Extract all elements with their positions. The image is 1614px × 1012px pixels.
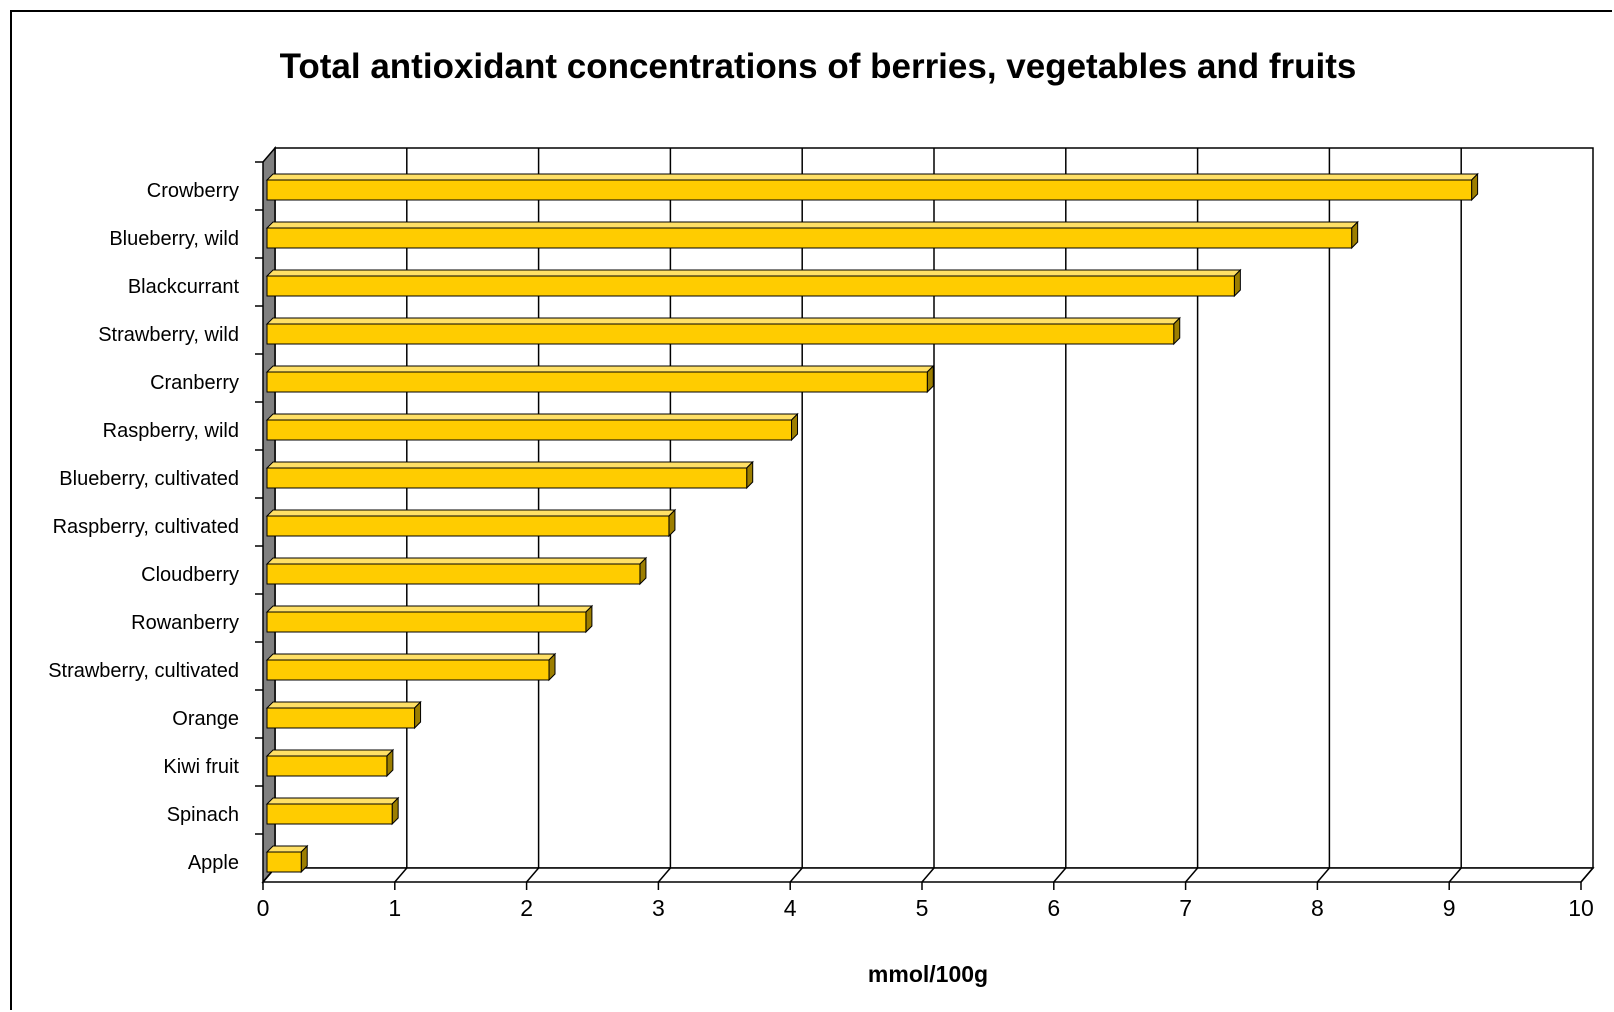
- bar: [265, 700, 422, 730]
- category-label: Strawberry, cultivated: [48, 660, 239, 682]
- category-label: Spinach: [167, 804, 239, 826]
- bar-top-face: [265, 221, 1359, 229]
- category-label: Orange: [172, 708, 239, 730]
- bar-front-face: [266, 563, 641, 585]
- bar-top-face: [265, 557, 648, 565]
- x-tick-label: 3: [652, 895, 665, 921]
- bar-front-face: [266, 371, 928, 393]
- bar-top-face: [265, 797, 400, 805]
- bar: [265, 652, 557, 682]
- x-tick-label: 6: [1047, 895, 1060, 921]
- floor-gridline: [921, 867, 935, 883]
- bar-top-face: [265, 749, 395, 757]
- bar: [265, 460, 754, 490]
- x-tick-label: 0: [257, 895, 270, 921]
- grid-lines: [262, 148, 1594, 883]
- bar: [265, 364, 935, 394]
- floor-gridline: [526, 867, 540, 883]
- x-axis-ticks: 0 1 2 3 4 5 6 7 8 9 10: [257, 882, 1594, 921]
- bar-top-face: [265, 653, 557, 661]
- bar-front-face: [266, 851, 302, 873]
- bar-front-face: [266, 611, 587, 633]
- category-labels: Crowberry Blueberry, wild Blackcurrant Stra…: [48, 161, 263, 874]
- category-label: Rowanberry: [131, 612, 239, 634]
- floor-gridline: [657, 867, 671, 883]
- category-label: Blueberry, wild: [109, 228, 239, 250]
- bar-front-face: [266, 515, 670, 537]
- category-label: Crowberry: [147, 180, 239, 202]
- bar-front-face: [266, 227, 1353, 249]
- chart-title: Total antioxidant concentrations of berr…: [280, 47, 1357, 86]
- bar: [265, 604, 594, 634]
- x-tick-label: 5: [916, 895, 929, 921]
- floor-gridline: [394, 867, 408, 883]
- bar: [265, 172, 1479, 202]
- floor-gridline: [1185, 867, 1199, 883]
- bar: [265, 220, 1359, 250]
- bar-top-face: [265, 173, 1479, 181]
- category-label: Kiwi fruit: [163, 756, 239, 778]
- x-axis-title: mmol/100g: [868, 961, 988, 987]
- category-label: Raspberry, wild: [103, 420, 239, 442]
- bar-top-face: [265, 509, 677, 517]
- category-label: Cranberry: [150, 372, 239, 394]
- floor-gridline: [1316, 867, 1330, 883]
- category-label: Cloudberry: [141, 564, 239, 586]
- bar: [265, 844, 309, 874]
- bar-front-face: [266, 467, 748, 489]
- bar-front-face: [266, 659, 550, 681]
- x-tick-label: 7: [1179, 895, 1192, 921]
- bar: [265, 748, 395, 778]
- chart-frame: [10, 10, 1612, 1010]
- x-tick-label: 8: [1311, 895, 1324, 921]
- bar-front-face: [266, 323, 1175, 345]
- bar: [265, 556, 648, 586]
- floor-gridline: [789, 867, 803, 883]
- bar-front-face: [266, 707, 416, 729]
- bar-top-face: [265, 413, 799, 421]
- category-label: Apple: [188, 852, 239, 874]
- x-tick-label: 1: [388, 895, 401, 921]
- x-tick-label: 9: [1443, 895, 1456, 921]
- bar-top-face: [265, 701, 422, 709]
- floor-gridline: [1448, 867, 1462, 883]
- bar: [265, 412, 799, 442]
- bar: [265, 268, 1242, 298]
- bar-top-face: [265, 845, 309, 853]
- bar-front-face: [266, 179, 1473, 201]
- bar-top-face: [265, 269, 1242, 277]
- bar: [265, 508, 677, 538]
- bars: [265, 172, 1479, 874]
- bar-front-face: [266, 755, 388, 777]
- category-label: Blueberry, cultivated: [59, 468, 239, 490]
- x-tick-label: 10: [1568, 895, 1594, 921]
- bar-front-face: [266, 803, 393, 825]
- bar: [265, 316, 1181, 346]
- bar: [265, 796, 400, 826]
- bar-front-face: [266, 275, 1235, 297]
- floor-gridline: [1053, 867, 1067, 883]
- x-tick-label: 2: [520, 895, 533, 921]
- floor-gridline: [1580, 867, 1594, 883]
- category-label: Raspberry, cultivated: [53, 516, 239, 538]
- bar-top-face: [265, 605, 594, 613]
- bar-front-face: [266, 419, 793, 441]
- category-label: Strawberry, wild: [98, 324, 239, 346]
- bar-top-face: [265, 317, 1181, 325]
- bar-top-face: [265, 365, 935, 373]
- x-tick-label: 4: [784, 895, 797, 921]
- category-label: Blackcurrant: [128, 276, 240, 298]
- bar-top-face: [265, 461, 754, 469]
